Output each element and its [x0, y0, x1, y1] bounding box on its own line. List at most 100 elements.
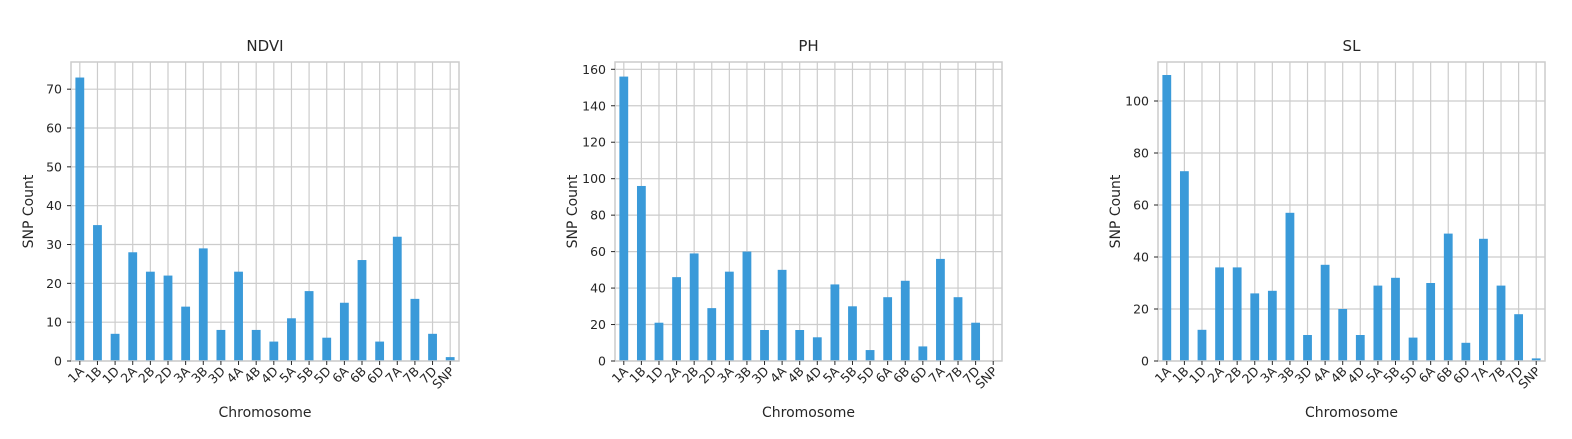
bar-4b — [1338, 309, 1348, 361]
y-tick-label: 140 — [582, 98, 606, 113]
y-tick-label: 60 — [590, 244, 606, 259]
y-tick-label: 20 — [590, 317, 606, 332]
y-tick-label: 40 — [590, 281, 606, 296]
bar-4d — [812, 337, 822, 361]
y-tick-label: 100 — [1125, 94, 1149, 109]
bar-2b — [1232, 267, 1242, 361]
chart-panel-sl: 0204060801001A1B1D2A2B2D3A3B3D4A4B4D5A5B… — [1108, 37, 1546, 421]
y-tick-label: 40 — [46, 198, 62, 213]
bar-4b — [251, 329, 261, 361]
bar-5b — [304, 291, 314, 361]
bar-7a — [1479, 238, 1488, 361]
bar-4a — [1320, 264, 1330, 361]
bar-2d — [707, 308, 717, 361]
y-tick-label: 0 — [598, 354, 606, 369]
bar-2d — [163, 275, 173, 361]
bar-1a — [619, 76, 629, 362]
bar-2d — [1250, 293, 1260, 361]
chart-title: PH — [798, 37, 818, 55]
x-tick-label: SNP — [429, 363, 457, 391]
bar-5b — [1391, 277, 1400, 361]
bar-4b — [795, 330, 805, 361]
bar-3b — [1285, 212, 1295, 361]
bar-3a — [1267, 290, 1277, 361]
y-tick-label: 60 — [1133, 198, 1149, 213]
chart-panel-ndvi: 0102030405060701A1B1D2A2B2D3A3B3D4A4B4D5… — [21, 37, 460, 421]
bar-2a — [1215, 267, 1224, 361]
y-tick-label: 30 — [46, 237, 62, 252]
y-tick-label: 20 — [46, 276, 62, 291]
y-tick-label: 40 — [1133, 250, 1149, 265]
y-tick-label: 10 — [46, 315, 62, 330]
bar-snp — [1531, 358, 1541, 361]
y-axis-label: SNP Count — [565, 174, 581, 248]
bar-5d — [1408, 337, 1418, 361]
bar-3d — [760, 330, 769, 361]
bar-1d — [654, 322, 664, 361]
y-tick-label: 60 — [46, 121, 62, 136]
plot-frame — [614, 61, 1003, 362]
y-tick-label: 80 — [590, 208, 606, 223]
bar-1b — [1179, 171, 1189, 361]
chart-panel-ph: 0204060801001201401601A1B1D2A2B2D3A3B3D4… — [565, 37, 1003, 421]
chart-title: NDVI — [246, 37, 283, 55]
x-axis-label: Chromosome — [762, 405, 855, 421]
bar-7d — [1514, 314, 1524, 361]
bar-2b — [145, 271, 155, 361]
bar-1d — [110, 333, 120, 361]
bar-7b — [1496, 285, 1506, 361]
y-axis-label: SNP Count — [1108, 174, 1124, 248]
y-tick-label: 100 — [582, 171, 606, 186]
bar-6a — [1426, 283, 1436, 361]
bar-snp — [445, 357, 455, 361]
bar-3b — [742, 251, 752, 361]
bar-7a — [936, 258, 945, 361]
bar-2b — [689, 253, 699, 361]
y-tick-label: 0 — [1141, 354, 1149, 369]
y-tick-label: 80 — [1133, 146, 1149, 161]
x-tick-label: SNP — [972, 363, 1000, 391]
bar-7d — [971, 322, 981, 361]
y-tick-label: 120 — [582, 135, 606, 150]
bar-6b — [900, 280, 910, 361]
bar-6d — [1461, 342, 1471, 361]
y-tick-label: 20 — [1133, 302, 1149, 317]
bar-6b — [1443, 233, 1453, 361]
bar-7d — [428, 333, 437, 361]
bar-1b — [636, 185, 646, 361]
bar-6a — [339, 302, 349, 361]
y-axis-label: SNP Count — [21, 174, 37, 248]
bar-4d — [269, 341, 279, 361]
bar-1a — [75, 77, 85, 361]
y-tick-label: 160 — [582, 62, 606, 77]
bar-3d — [1303, 335, 1312, 361]
bar-5a — [287, 318, 296, 361]
bar-3b — [198, 248, 208, 361]
y-tick-label: 0 — [54, 354, 62, 369]
bar-1a — [1162, 75, 1172, 361]
bar-5d — [322, 337, 332, 361]
bar-4a — [777, 269, 787, 361]
bar-6d — [918, 346, 928, 361]
y-tick-label: 70 — [46, 82, 62, 97]
bar-7b — [953, 297, 963, 361]
bar-5b — [848, 306, 857, 361]
bar-5d — [865, 350, 875, 361]
bar-6d — [375, 341, 385, 361]
bar-1b — [93, 225, 102, 361]
bar-5a — [830, 284, 840, 361]
plot-frame — [1157, 61, 1546, 362]
bar-3a — [724, 271, 734, 361]
plot-frame — [70, 61, 460, 362]
bar-4d — [1355, 335, 1365, 361]
bar-3a — [181, 306, 191, 361]
bar-1d — [1197, 329, 1207, 361]
bar-7b — [410, 298, 420, 361]
bar-4a — [234, 271, 243, 361]
chart-title: SL — [1343, 37, 1362, 55]
y-tick-label: 50 — [46, 159, 62, 174]
bar-2a — [128, 252, 138, 361]
bar-2a — [672, 277, 681, 361]
